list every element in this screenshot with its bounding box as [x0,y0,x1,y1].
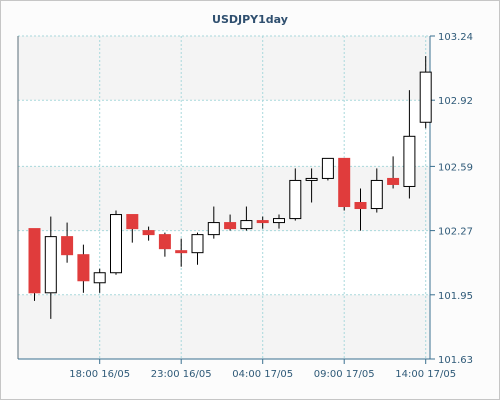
candle-body-up [403,135,416,187]
chart-title: USDJPY1day [212,13,288,26]
candle-body-up [273,218,285,224]
candle-body-down [354,202,367,210]
candle-body-down [77,254,90,282]
candle-body-up [321,157,334,179]
grid-band [18,36,430,101]
candle-body-down [61,236,74,256]
y-tick-label: 101.63 [438,355,473,366]
candle-body-down [142,230,155,236]
candle-body-down [175,250,188,254]
candle-body-up [207,222,220,236]
x-tick-label: 04:00 17/05 [232,369,293,380]
candle-body-up [191,234,204,254]
candle-body-up [110,214,122,274]
y-tick-label: 102.27 [438,227,473,238]
candle-body-down [158,234,171,250]
x-tick-label: 09:00 17/05 [314,369,375,380]
candle-body-down [126,214,139,230]
x-tick-label: 23:00 16/05 [151,369,212,380]
candle-body-up [93,272,106,284]
plot-area: 103.24 102.92 102.59 102.27 101.95 101.63 18:0… [17,32,473,380]
candle-body-up [419,71,432,123]
y-tick-label: 102.92 [438,96,473,107]
candle-body-down [28,228,41,294]
candle-body-down [256,220,269,224]
candle-body-down [387,177,400,185]
x-tick-label: 18:00 16/05 [69,369,130,380]
y-tick-label: 102.59 [438,162,473,173]
x-tick-label: 14:00 17/05 [395,369,456,380]
grid-band [18,294,430,359]
y-tick-label: 103.24 [438,32,473,43]
candle-body-down [338,157,351,208]
grid-band [18,166,430,231]
candle-body-up [289,179,302,220]
y-tick-label: 101.95 [438,291,473,302]
candle-body-down [224,222,237,230]
candle-body-up [370,179,383,210]
candle-body-up [44,236,57,294]
candle-body-up [305,177,318,181]
candle-body-up [240,220,253,230]
